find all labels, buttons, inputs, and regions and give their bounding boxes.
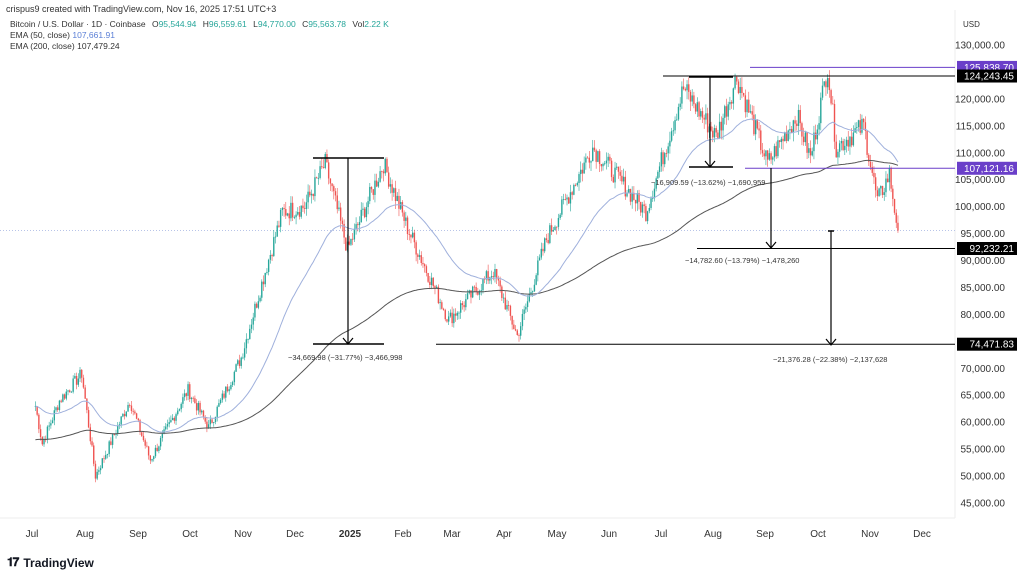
open-value: 95,544.94: [158, 19, 197, 29]
time-tick: Oct: [182, 529, 198, 540]
price-tick: 90,000.00: [961, 256, 1006, 267]
chart-credit: crispus9 created with TradingView.com, N…: [6, 4, 277, 14]
price-tick: 50,000.00: [961, 472, 1006, 483]
time-tick: Aug: [76, 529, 94, 540]
measurement-tools: −34,669.98 (−31.77%) −3,466,998 −16,909.5…: [288, 76, 887, 364]
measurement-label: −16,909.59 (−13.62%) −1,690,959: [651, 178, 765, 187]
price-tag: [957, 242, 1017, 256]
svg-text:92,232.21: 92,232.21: [970, 244, 1015, 255]
time-tick: Apr: [496, 529, 512, 540]
price-tick: 105,000.00: [955, 175, 1005, 186]
time-tick: Jul: [655, 529, 668, 540]
price-tick: 115,000.00: [956, 121, 1006, 132]
ema-200-line: [35, 159, 899, 441]
svg-text:124,243.45: 124,243.45: [964, 72, 1014, 83]
time-tick: 2025: [339, 529, 362, 540]
measurement-label: −21,376.28 (−22.38%) −2,137,628: [773, 355, 887, 364]
price-tick: 130,000.00: [955, 41, 1005, 52]
symbol-row: Bitcoin / U.S. Dollar · 1D · Coinbase O9…: [10, 19, 389, 29]
time-tick: Dec: [913, 529, 931, 540]
tradingview-brand[interactable]: 𝟏𝟕 TradingView: [7, 555, 94, 570]
price-tick: 70,000.00: [961, 364, 1006, 375]
price-axis: 130,000.00 120,000.00 115,000.00 110,000.00…: [955, 41, 1005, 510]
price-tick: 80,000.00: [961, 310, 1006, 321]
price-tick: 85,000.00: [961, 283, 1006, 294]
time-tick: Jun: [601, 529, 617, 540]
svg-text:125,838.70: 125,838.70: [964, 63, 1014, 74]
time-axis: Jul Aug Sep Oct Nov Dec 2025 Feb Mar Apr May Jun Jul…: [26, 529, 931, 540]
close-value: 95,563.78: [308, 19, 347, 29]
time-tick: Oct: [810, 529, 826, 540]
measurement-label: −34,669.98 (−31.77%) −3,466,998: [288, 353, 402, 362]
price-tick: 110,000.00: [956, 148, 1006, 159]
ema200-legend: EMA (200, close) 107,479.24: [10, 41, 120, 51]
measurement-label: −14,782.60 (−13.79%) −1,478,260: [685, 256, 799, 265]
time-tick: Sep: [129, 529, 147, 540]
tradingview-logo-icon: 𝟏𝟕: [7, 555, 19, 569]
high-value: 96,559.61: [208, 19, 247, 29]
ema50-legend: EMA (50, close) 107,661.91: [10, 30, 115, 40]
price-tick: 60,000.00: [961, 418, 1006, 429]
volume-value: 2.22 K: [364, 19, 389, 29]
symbol-title[interactable]: Bitcoin / U.S. Dollar · 1D · Coinbase: [10, 19, 146, 29]
svg-text:107,121.16: 107,121.16: [964, 164, 1014, 175]
svg-text:74,471.83: 74,471.83: [970, 340, 1015, 351]
low-value: 94,770.00: [257, 19, 296, 29]
time-tick: May: [548, 529, 567, 540]
price-tick: 65,000.00: [961, 391, 1006, 402]
price-tick: 45,000.00: [961, 499, 1006, 510]
price-tag: [957, 69, 1017, 83]
time-tick: Aug: [704, 529, 722, 540]
candlestick-series: [34, 70, 899, 483]
price-tag: [957, 161, 1017, 175]
time-tick: Jul: [26, 529, 39, 540]
ema-50-line: [35, 118, 899, 433]
price-tick: 120,000.00: [955, 94, 1005, 105]
price-tick: 95,000.00: [961, 229, 1006, 240]
currency-label: USD: [963, 20, 980, 29]
time-tick: Mar: [443, 529, 461, 540]
price-tick: 55,000.00: [961, 445, 1006, 456]
price-tag: [957, 337, 1017, 351]
time-tick: Feb: [394, 529, 412, 540]
price-tick: 100,000.00: [955, 202, 1005, 213]
time-tick: Dec: [286, 529, 304, 540]
time-tick: Sep: [756, 529, 774, 540]
chart-legend: Bitcoin / U.S. Dollar · 1D · Coinbase O9…: [10, 19, 389, 52]
time-tick: Nov: [861, 529, 879, 540]
time-tick: Nov: [234, 529, 252, 540]
